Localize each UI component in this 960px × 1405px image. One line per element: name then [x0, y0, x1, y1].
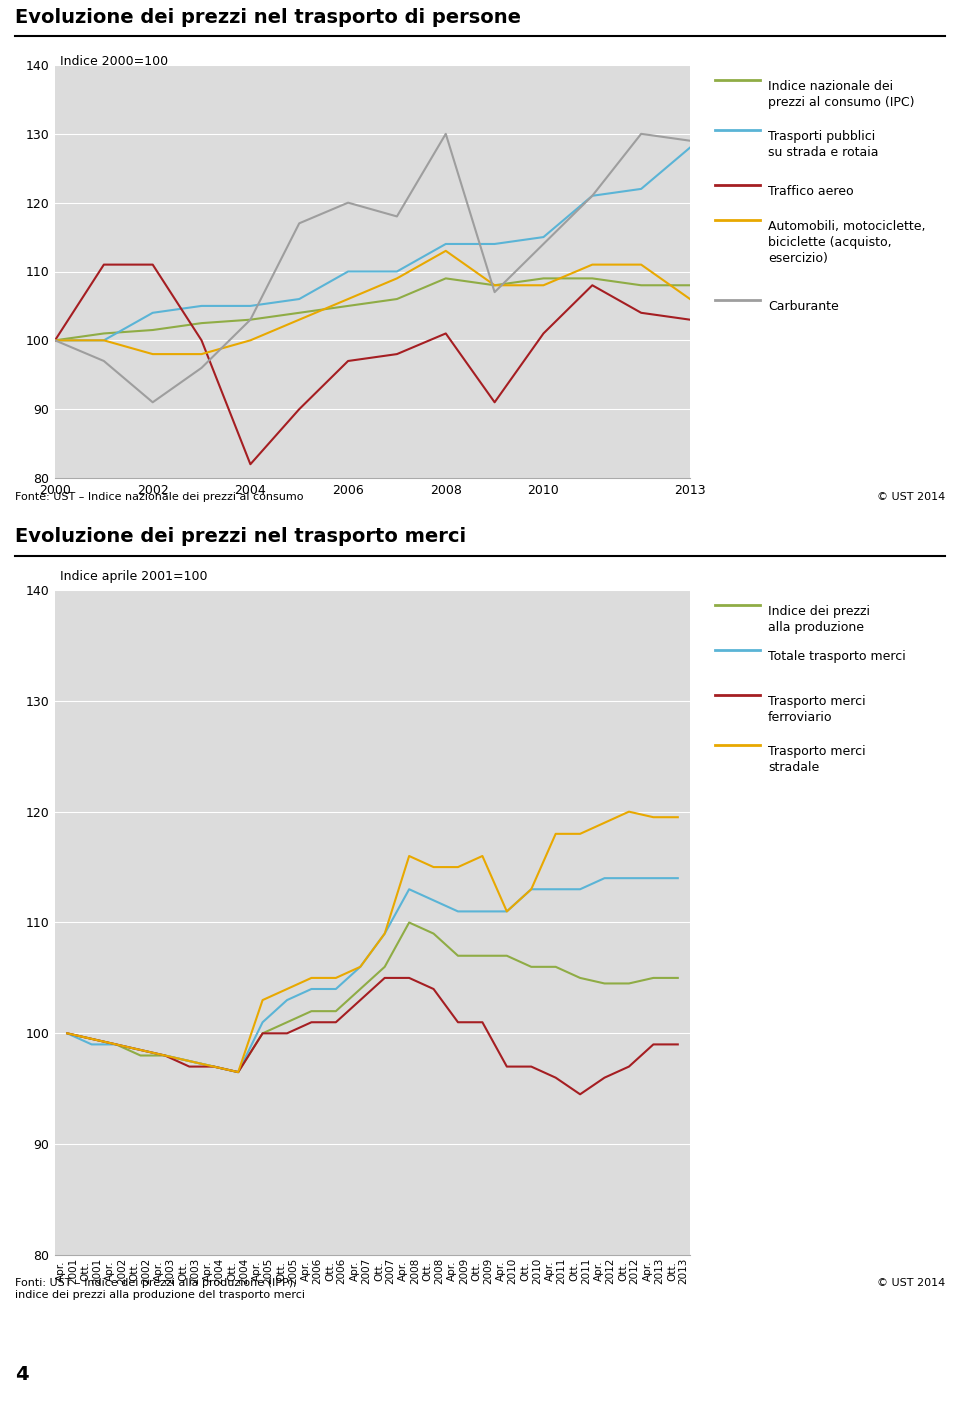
- Text: Totale trasporto merci: Totale trasporto merci: [768, 651, 905, 663]
- Text: Indice nazionale dei: Indice nazionale dei: [768, 80, 893, 93]
- Text: Indice aprile 2001=100: Indice aprile 2001=100: [60, 570, 207, 583]
- Text: Fonti: UST – Indice dei prezzi alla produzione (IPP),
indice dei prezzi alla pro: Fonti: UST – Indice dei prezzi alla prod…: [15, 1279, 305, 1300]
- Text: ferroviario: ferroviario: [768, 711, 832, 724]
- Text: Fonte: UST – Indice nazionale dei prezzi al consumo: Fonte: UST – Indice nazionale dei prezzi…: [15, 492, 303, 502]
- Text: 4: 4: [15, 1366, 29, 1384]
- Text: Trasporti pubblici: Trasporti pubblici: [768, 131, 876, 143]
- Text: prezzi al consumo (IPC): prezzi al consumo (IPC): [768, 96, 915, 110]
- Text: Evoluzione dei prezzi nel trasporto merci: Evoluzione dei prezzi nel trasporto merc…: [15, 527, 467, 547]
- Text: Indice dei prezzi: Indice dei prezzi: [768, 606, 870, 618]
- Text: alla produzione: alla produzione: [768, 621, 864, 634]
- Text: Trasporto merci: Trasporto merci: [768, 695, 866, 708]
- Text: Traffico aereo: Traffico aereo: [768, 185, 853, 198]
- Text: Carburante: Carburante: [768, 301, 839, 313]
- Text: su strada e rotaia: su strada e rotaia: [768, 146, 878, 159]
- Text: Evoluzione dei prezzi nel trasporto di persone: Evoluzione dei prezzi nel trasporto di p…: [15, 8, 521, 27]
- Text: Trasporto merci: Trasporto merci: [768, 745, 866, 759]
- Text: © UST 2014: © UST 2014: [876, 1279, 945, 1288]
- Text: Indice 2000=100: Indice 2000=100: [60, 55, 168, 67]
- Text: stradale: stradale: [768, 762, 819, 774]
- Text: biciclette (acquisto,: biciclette (acquisto,: [768, 236, 892, 249]
- Text: © UST 2014: © UST 2014: [876, 492, 945, 502]
- Text: esercizio): esercizio): [768, 251, 828, 266]
- Text: Automobili, motociclette,: Automobili, motociclette,: [768, 221, 925, 233]
